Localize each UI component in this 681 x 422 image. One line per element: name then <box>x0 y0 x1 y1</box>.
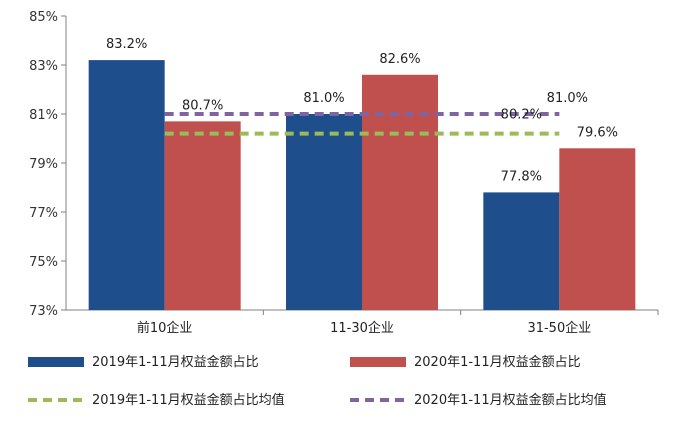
bar <box>88 60 165 310</box>
legend-label: 2019年1-11月权益金额占比均值 <box>92 392 285 408</box>
bars <box>88 60 636 310</box>
bar <box>286 114 362 310</box>
axes: 73% 75% 77% 79% 81% 83% 85% 前10企业 11-30企业 31-50企业 <box>29 10 659 336</box>
y-tick-label: 77% <box>29 206 58 221</box>
bar <box>362 74 438 310</box>
y-tick-label: 85% <box>29 10 58 25</box>
y-tick-label: 81% <box>29 108 58 123</box>
reference-lines <box>164 112 560 136</box>
bar-value-label: 80.7% <box>182 98 223 113</box>
data-labels: 83.2% 80.7% 81.0% 82.6% 77.8% 79.6% 80.2% 81.0% <box>106 37 618 184</box>
legend-swatch <box>28 357 84 367</box>
bar-value-label: 79.6% <box>577 125 618 140</box>
bar <box>483 192 560 310</box>
legend-label: 2020年1-11月权益金额占比 <box>414 354 581 370</box>
y-tick-label: 83% <box>29 59 58 74</box>
bar-value-label: 77.8% <box>501 169 542 184</box>
reference-line-label: 81.0% <box>547 91 588 106</box>
x-category-label: 前10企业 <box>137 320 193 336</box>
bar-value-label: 83.2% <box>106 37 147 52</box>
legend: 2019年1-11月权益金额占比 2020年1-11月权益金额占比 2019年1-1… <box>28 354 607 408</box>
legend-label: 2020年1-11月权益金额占比均值 <box>414 392 607 408</box>
bar <box>559 148 636 310</box>
x-category-label: 31-50企业 <box>527 320 591 336</box>
y-tick-label: 75% <box>29 255 58 270</box>
legend-swatch <box>350 357 406 367</box>
bar-value-label: 82.6% <box>379 52 420 67</box>
reference-line-label: 80.2% <box>501 108 542 123</box>
y-tick-label: 73% <box>29 304 58 319</box>
bar-value-label: 81.0% <box>303 91 344 106</box>
x-category-label: 11-30企业 <box>330 320 394 336</box>
bar <box>164 121 241 310</box>
legend-label: 2019年1-11月权益金额占比 <box>92 354 259 370</box>
y-tick-label: 79% <box>29 157 58 172</box>
